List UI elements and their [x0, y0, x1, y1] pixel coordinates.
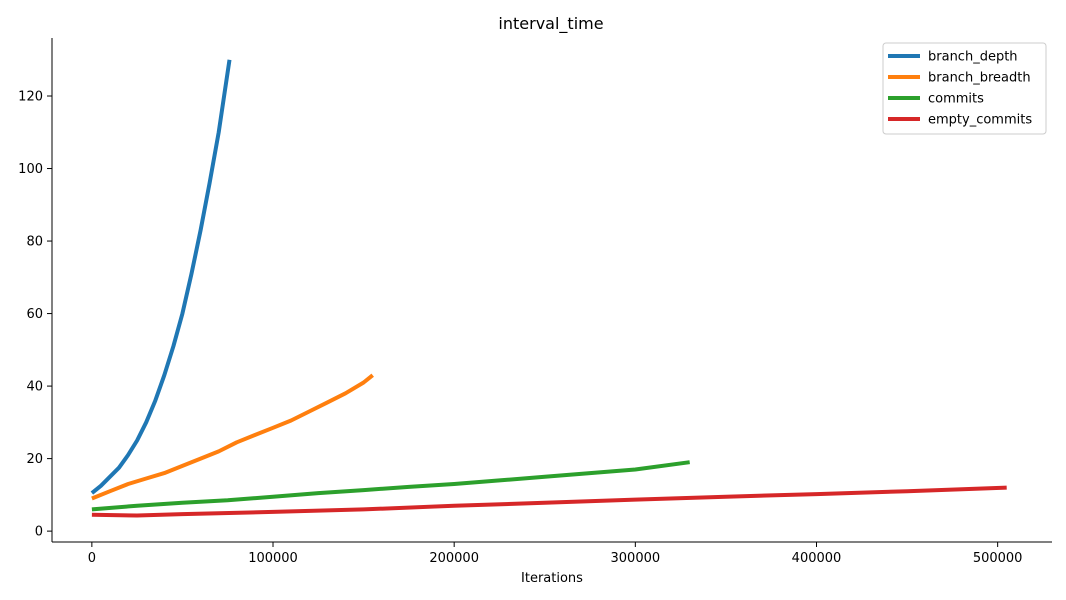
- legend-box: [882, 42, 1047, 135]
- x-ticks: 0 100000 200000 300000 400000 500000: [88, 542, 1023, 566]
- x-axis-title: Iterations: [521, 571, 583, 586]
- x-tick-label: 200000: [429, 551, 479, 566]
- legend-label-branch-breadth: branch_breadth: [928, 71, 1031, 86]
- x-tick-label: 500000: [973, 551, 1023, 566]
- chart-title: interval_time: [498, 14, 603, 34]
- y-ticks: 0 20 40 60 80 100 120: [18, 90, 52, 540]
- y-tick-label: 100: [18, 162, 43, 177]
- x-tick-label: 100000: [248, 551, 298, 566]
- plot-area: 0 100000 200000 300000 400000 500000 0 20 40 60 8…: [18, 38, 1052, 566]
- x-tick-label: 400000: [792, 551, 842, 566]
- y-tick-label: 20: [26, 452, 43, 467]
- legend-label-branch-depth: branch_depth: [928, 50, 1018, 65]
- x-tick-label: 0: [88, 551, 96, 566]
- legend-label-commits: commits: [928, 92, 984, 107]
- x-tick-label: 300000: [611, 551, 661, 566]
- series-line-branch-breadth: [91, 373, 374, 501]
- series-layer: [90, 59, 1007, 518]
- series-line-empty-commits: [91, 485, 1007, 518]
- series-line-branch-depth: [90, 59, 232, 495]
- legend-label-empty-commits: empty_commits: [928, 113, 1032, 128]
- y-tick-label: 0: [35, 525, 43, 540]
- y-tick-label: 60: [26, 307, 43, 322]
- y-tick-label: 40: [26, 380, 43, 395]
- y-tick-label: 120: [18, 90, 43, 105]
- series-line-commits: [91, 460, 690, 512]
- y-tick-label: 80: [26, 235, 43, 250]
